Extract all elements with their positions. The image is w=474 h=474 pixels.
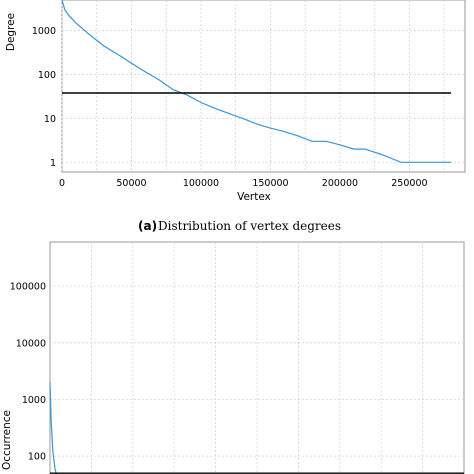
chart-a-y-tick-label: 100 (38, 70, 56, 81)
chart-a-y-tick-label: 10 (44, 114, 56, 125)
chart-a-y-axis-label: Degree (5, 13, 17, 51)
chart-a: 0 50000 100000 150000 200000 250000 1 10 100 100… (5, 0, 466, 233)
chart-a-grid (61, 0, 465, 172)
chart-b-series (49, 382, 464, 474)
chart-a-y-ticks: 1 10 100 1000 (32, 26, 56, 169)
chart-a-caption-text: Distribution of vertex degrees (158, 219, 341, 233)
chart-a-degree-line (61, 0, 452, 163)
chart-a-y-tick-label: 1 (50, 158, 56, 169)
chart-a-caption: (a) Distribution of vertex degrees (138, 219, 341, 233)
chart-b-y-axis-label: Occurrence (1, 410, 13, 470)
chart-a-x-ticks: 0 50000 100000 150000 200000 250000 (59, 178, 428, 189)
chart-a-caption-tag: (a) (138, 219, 157, 233)
chart-b-y-tick-label: 1000 (22, 395, 46, 406)
chart-a-y-tick-label: 1000 (32, 26, 56, 37)
chart-a-x-tick-label: 200000 (322, 178, 358, 189)
chart-b-grid (50, 242, 464, 474)
chart-a-x-tick-label: 50000 (116, 178, 146, 189)
chart-b-y-tick-label: 100000 (10, 282, 46, 293)
chart-a-x-axis-label: Vertex (237, 191, 271, 203)
chart-b-y-tick-label: 100 (28, 452, 46, 463)
chart-a-series (61, 0, 452, 163)
chart-a-x-tick-label: 100000 (183, 178, 219, 189)
chart-a-x-tick-label: 150000 (252, 178, 288, 189)
chart-b-y-tick-label: 10000 (16, 338, 46, 349)
chart-b-occurrence-line (49, 382, 57, 474)
chart-a-plot-area (61, 0, 466, 173)
chart-a-x-tick-label: 250000 (391, 178, 427, 189)
chart-b-y-ticks: 100 1000 10000 100000 (10, 282, 46, 463)
chart-a-x-tick-label: 0 (59, 178, 65, 189)
chart-b: 100 1000 10000 100000 Occurrence (1, 241, 465, 474)
